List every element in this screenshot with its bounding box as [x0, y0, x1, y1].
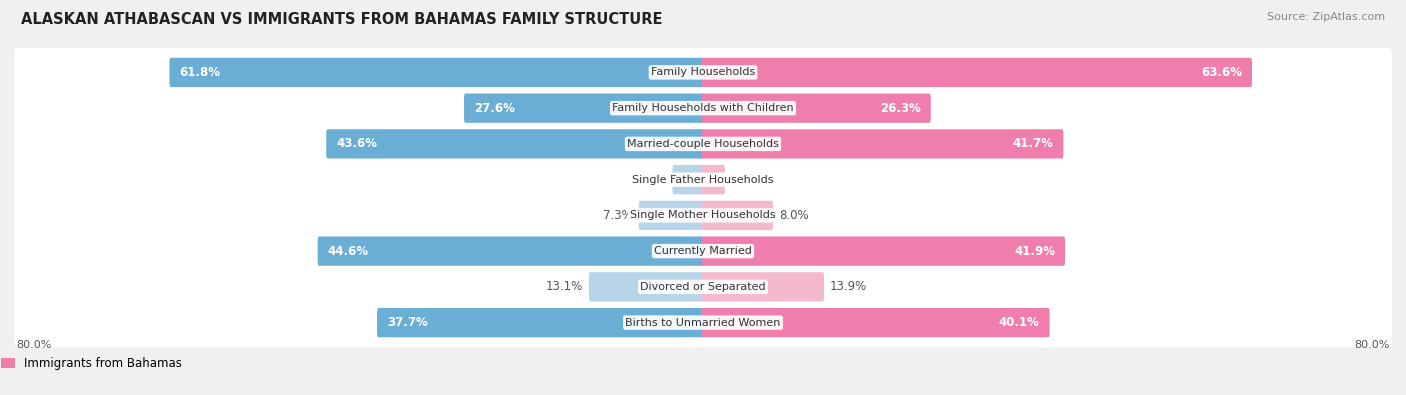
- FancyBboxPatch shape: [14, 83, 1392, 133]
- FancyBboxPatch shape: [702, 58, 1251, 87]
- Text: 80.0%: 80.0%: [17, 340, 52, 350]
- FancyBboxPatch shape: [702, 129, 1063, 158]
- Text: 44.6%: 44.6%: [328, 245, 368, 258]
- FancyBboxPatch shape: [14, 262, 1392, 312]
- FancyBboxPatch shape: [589, 272, 704, 301]
- FancyBboxPatch shape: [14, 226, 1392, 276]
- Text: 63.6%: 63.6%: [1201, 66, 1241, 79]
- FancyBboxPatch shape: [14, 155, 1392, 204]
- Text: 61.8%: 61.8%: [180, 66, 221, 79]
- FancyBboxPatch shape: [672, 165, 704, 194]
- FancyBboxPatch shape: [326, 129, 704, 158]
- Text: 2.4%: 2.4%: [731, 173, 761, 186]
- Text: 26.3%: 26.3%: [880, 102, 921, 115]
- FancyBboxPatch shape: [702, 201, 773, 230]
- FancyBboxPatch shape: [702, 237, 1066, 266]
- Text: 13.1%: 13.1%: [546, 280, 583, 293]
- Text: Married-couple Households: Married-couple Households: [627, 139, 779, 149]
- Text: Family Households with Children: Family Households with Children: [612, 103, 794, 113]
- Text: 41.9%: 41.9%: [1014, 245, 1056, 258]
- Text: 80.0%: 80.0%: [1354, 340, 1389, 350]
- FancyBboxPatch shape: [464, 94, 704, 123]
- Text: Family Households: Family Households: [651, 68, 755, 77]
- FancyBboxPatch shape: [170, 58, 704, 87]
- Text: 40.1%: 40.1%: [998, 316, 1039, 329]
- Text: 41.7%: 41.7%: [1012, 137, 1053, 150]
- Text: 3.4%: 3.4%: [637, 173, 666, 186]
- FancyBboxPatch shape: [638, 201, 704, 230]
- FancyBboxPatch shape: [318, 237, 704, 266]
- FancyBboxPatch shape: [702, 272, 824, 301]
- Text: Single Father Households: Single Father Households: [633, 175, 773, 184]
- FancyBboxPatch shape: [14, 298, 1392, 347]
- Text: 43.6%: 43.6%: [336, 137, 377, 150]
- FancyBboxPatch shape: [14, 119, 1392, 169]
- Text: Source: ZipAtlas.com: Source: ZipAtlas.com: [1267, 12, 1385, 22]
- FancyBboxPatch shape: [702, 94, 931, 123]
- Legend: Alaskan Athabascan, Immigrants from Bahamas: Alaskan Athabascan, Immigrants from Baha…: [0, 352, 187, 375]
- FancyBboxPatch shape: [702, 308, 1050, 337]
- Text: Births to Unmarried Women: Births to Unmarried Women: [626, 318, 780, 327]
- FancyBboxPatch shape: [14, 48, 1392, 97]
- Text: 27.6%: 27.6%: [474, 102, 515, 115]
- Text: 37.7%: 37.7%: [387, 316, 427, 329]
- Text: 8.0%: 8.0%: [779, 209, 808, 222]
- FancyBboxPatch shape: [377, 308, 704, 337]
- Text: Currently Married: Currently Married: [654, 246, 752, 256]
- Text: 7.3%: 7.3%: [603, 209, 633, 222]
- Text: ALASKAN ATHABASCAN VS IMMIGRANTS FROM BAHAMAS FAMILY STRUCTURE: ALASKAN ATHABASCAN VS IMMIGRANTS FROM BA…: [21, 12, 662, 27]
- Text: Divorced or Separated: Divorced or Separated: [640, 282, 766, 292]
- FancyBboxPatch shape: [702, 165, 725, 194]
- Text: 13.9%: 13.9%: [830, 280, 868, 293]
- FancyBboxPatch shape: [14, 191, 1392, 240]
- Text: Single Mother Households: Single Mother Households: [630, 211, 776, 220]
